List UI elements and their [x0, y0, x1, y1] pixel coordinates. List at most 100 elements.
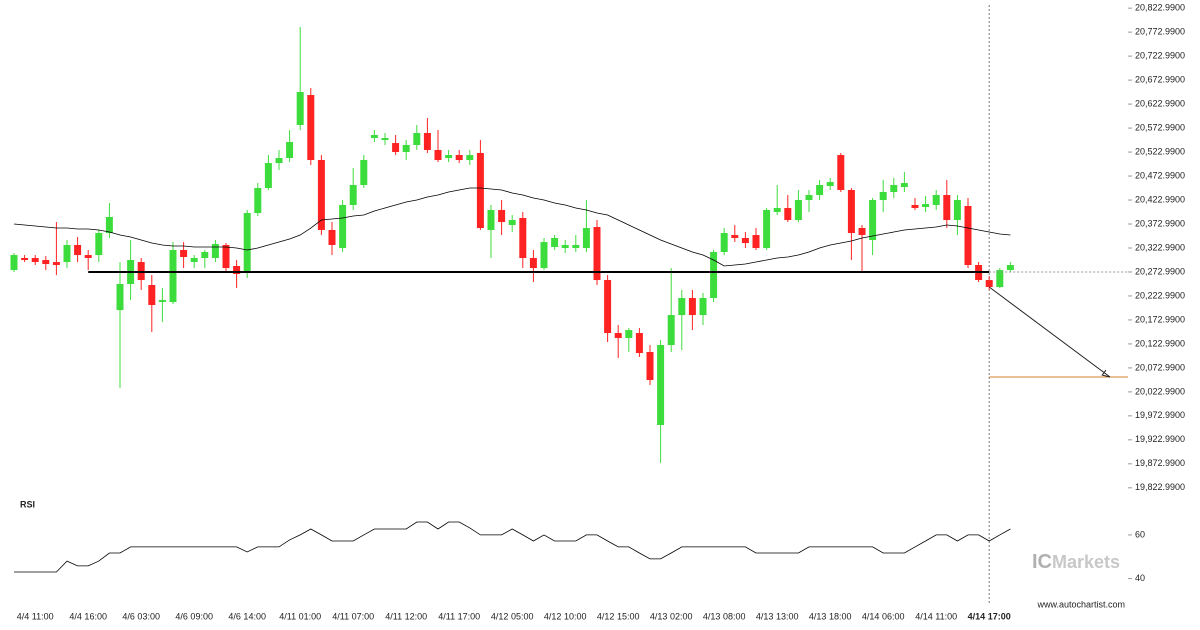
rsi-title: RSI [20, 499, 35, 509]
candle-body [370, 135, 378, 138]
candle-body [317, 160, 325, 230]
candle-body [413, 133, 421, 145]
candle-body [805, 195, 813, 201]
y-tick-label: 20,772.9900 [1135, 27, 1185, 37]
candle-body [699, 298, 707, 316]
x-tick-label: 4/13 02:00 [650, 611, 693, 621]
candle-body [710, 252, 718, 299]
candle-body [540, 242, 548, 269]
x-tick-label: 4/12 05:00 [491, 611, 534, 621]
candle-body [402, 144, 410, 153]
candle-body [847, 189, 855, 234]
candle-body [593, 227, 601, 281]
candle-body [264, 163, 272, 189]
y-tick-label: 19,972.9900 [1135, 410, 1185, 420]
y-tick-label: 20,372.9900 [1135, 218, 1185, 228]
candle-body [508, 220, 516, 226]
candle-body [869, 200, 877, 241]
candle-body [360, 160, 368, 186]
candle-body [996, 270, 1004, 288]
candle-body [95, 233, 103, 256]
candle-body [858, 228, 866, 236]
candle-body [519, 218, 527, 259]
x-tick-label: 4/11 01:00 [279, 611, 321, 621]
candle-body [572, 245, 580, 249]
candle-body [455, 155, 463, 161]
candle-body [784, 208, 792, 221]
candle-body [561, 245, 569, 249]
candle-body [678, 298, 686, 316]
candle-body [31, 258, 39, 263]
x-tick-label: 4/4 11:00 [17, 611, 54, 621]
candle-body [720, 233, 728, 253]
candle-body [932, 195, 940, 206]
candle-body [614, 333, 622, 339]
candle-body [222, 245, 230, 269]
candle-body [1006, 265, 1014, 271]
y-tick-label: 20,472.9900 [1135, 170, 1185, 180]
candle-body [731, 235, 739, 239]
forecast-arrow [988, 286, 1111, 378]
candle-body [816, 185, 824, 196]
candle-body [667, 315, 675, 346]
candle-body [296, 91, 304, 125]
watermark-name: Markets [1052, 552, 1120, 572]
candle-body [10, 255, 18, 271]
candle-body [551, 238, 559, 248]
x-tick-label: 4/12 15:00 [597, 611, 640, 621]
x-tick-label: 4/13 08:00 [703, 611, 746, 621]
candle-body [741, 238, 749, 244]
y-tick-label: 20,122.9900 [1135, 338, 1185, 348]
x-tick-label: 4/6 09:00 [175, 611, 213, 621]
candle-body [180, 249, 188, 257]
candle-body [286, 142, 294, 158]
watermark-prefix: IC [1032, 551, 1052, 573]
candle-body [158, 300, 166, 303]
candle-body [42, 260, 50, 264]
x-tick-label: 4/6 03:00 [122, 611, 160, 621]
y-tick-label: 20,272.9900 [1135, 266, 1185, 276]
y-tick-label: 20,422.9900 [1135, 194, 1185, 204]
y-tick-label: 40 [1135, 573, 1145, 583]
candle-body [74, 245, 82, 256]
candle-body [243, 213, 251, 273]
candle-body [604, 280, 612, 334]
candle-body [826, 182, 834, 187]
candle-body [635, 333, 643, 354]
candle-body [169, 249, 177, 303]
candle-body [307, 95, 315, 161]
moving-average [13, 187, 1011, 267]
candle-body [964, 206, 972, 266]
source: www.autochartist.com [1036, 599, 1125, 609]
candle-body [837, 155, 845, 190]
candle-body [625, 330, 633, 339]
candle-body [105, 216, 113, 234]
candle-body [190, 258, 198, 263]
x-tick-label: 4/12 10:00 [544, 611, 587, 621]
y-tick-label: 20,522.9900 [1135, 146, 1185, 156]
candle-body [900, 183, 908, 188]
x-tick-label: 4/6 14:00 [228, 611, 266, 621]
candle-body [943, 195, 951, 221]
candle-body [985, 280, 993, 288]
y-tick-label: 20,722.9900 [1135, 50, 1185, 60]
candle-body [233, 266, 241, 275]
y-tick-label: 20,822.9900 [1135, 3, 1185, 13]
candle-body [392, 143, 400, 153]
candle-body [498, 209, 506, 223]
rsi-line [14, 521, 1011, 573]
candle-body [773, 208, 781, 213]
x-tick-label: 4/13 13:00 [756, 611, 799, 621]
candle-body [254, 188, 262, 214]
candle-body [657, 345, 665, 426]
candle-body [911, 205, 919, 209]
watermark: ICMarkets [1032, 551, 1120, 573]
candle-body [116, 284, 124, 311]
candle-body [339, 205, 347, 249]
x-tick-label: 4/11 17:00 [438, 611, 480, 621]
y-tick-label: 20,622.9900 [1135, 98, 1185, 108]
candle-body [487, 209, 495, 230]
candle-body [879, 192, 887, 201]
x-tick-label: 4/14 11:00 [915, 611, 957, 621]
candle-body [21, 258, 29, 261]
